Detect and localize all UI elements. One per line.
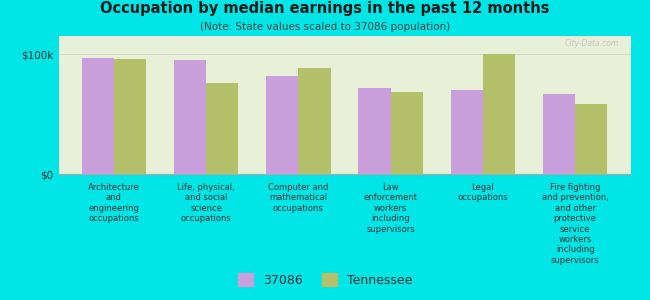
Text: Law
enforcement
workers
including
supervisors: Law enforcement workers including superv… (363, 183, 418, 234)
Text: City-Data.com: City-Data.com (565, 39, 619, 48)
Bar (206, 83, 239, 174)
Bar (114, 59, 146, 174)
Text: Architecture
and
engineering
occupations: Architecture and engineering occupations (88, 183, 140, 223)
Text: Occupation by median earnings in the past 12 months: Occupation by median earnings in the pas… (100, 2, 550, 16)
Bar (543, 94, 575, 174)
Bar (358, 88, 391, 174)
Text: Legal
occupations: Legal occupations (458, 183, 508, 203)
Bar (174, 60, 206, 174)
Bar (298, 68, 331, 174)
Text: Life, physical,
and social
science
occupations: Life, physical, and social science occup… (177, 183, 235, 223)
Bar (391, 92, 423, 174)
Bar (575, 104, 608, 174)
Legend: 37086, Tennessee: 37086, Tennessee (234, 270, 416, 291)
Bar (81, 58, 114, 174)
Text: Computer and
mathematical
occupations: Computer and mathematical occupations (268, 183, 328, 213)
Bar (483, 54, 515, 174)
Text: (Note: State values scaled to 37086 population): (Note: State values scaled to 37086 popu… (200, 22, 450, 32)
Text: Fire fighting
and prevention,
and other
protective
service
workers
including
sup: Fire fighting and prevention, and other … (541, 183, 608, 265)
Bar (450, 90, 483, 174)
Bar (266, 76, 298, 174)
